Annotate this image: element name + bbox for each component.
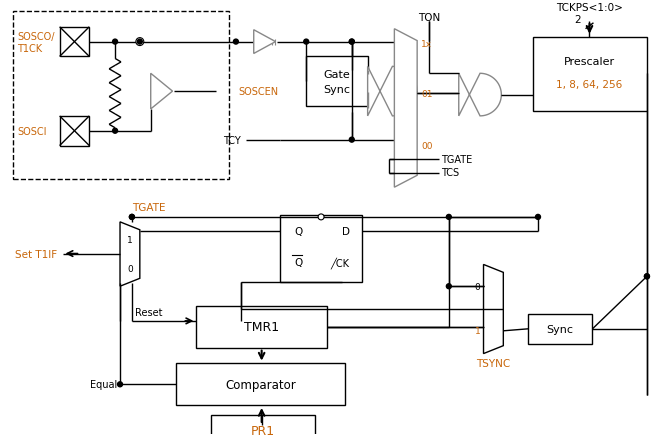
Circle shape bbox=[113, 129, 117, 134]
Circle shape bbox=[446, 215, 451, 220]
Bar bbox=[59, 28, 90, 57]
Text: TON: TON bbox=[418, 13, 440, 23]
Text: TCY: TCY bbox=[223, 135, 241, 145]
Text: Sync: Sync bbox=[546, 324, 573, 334]
Polygon shape bbox=[368, 67, 417, 117]
Circle shape bbox=[446, 284, 451, 289]
Text: 1, 8, 64, 256: 1, 8, 64, 256 bbox=[556, 80, 623, 90]
Text: Equal: Equal bbox=[90, 379, 117, 389]
Text: 1x: 1x bbox=[421, 40, 432, 49]
Circle shape bbox=[113, 40, 117, 45]
Text: Gate: Gate bbox=[324, 70, 351, 80]
Text: 1: 1 bbox=[127, 236, 133, 244]
Polygon shape bbox=[151, 74, 173, 110]
Text: TMR1: TMR1 bbox=[244, 321, 279, 334]
Circle shape bbox=[117, 382, 123, 387]
Text: 1: 1 bbox=[474, 327, 480, 336]
Text: SOSCEN: SOSCEN bbox=[238, 87, 278, 97]
Circle shape bbox=[536, 215, 540, 220]
Circle shape bbox=[136, 39, 144, 46]
Bar bbox=[306, 57, 368, 107]
Circle shape bbox=[137, 40, 142, 45]
Text: TCS: TCS bbox=[441, 168, 459, 178]
Circle shape bbox=[349, 40, 355, 45]
Circle shape bbox=[645, 274, 649, 279]
Text: 00: 00 bbox=[421, 142, 432, 151]
Circle shape bbox=[129, 215, 134, 220]
Text: Reset: Reset bbox=[135, 307, 162, 317]
Text: TGATE: TGATE bbox=[132, 202, 165, 212]
Circle shape bbox=[349, 138, 355, 143]
Bar bbox=[13, 12, 229, 180]
Polygon shape bbox=[254, 31, 275, 54]
Text: Q: Q bbox=[294, 258, 302, 268]
Text: Set T1IF: Set T1IF bbox=[16, 249, 57, 259]
Text: TCKPS<1:0>: TCKPS<1:0> bbox=[556, 3, 623, 13]
Text: SOSCI: SOSCI bbox=[17, 127, 47, 136]
Circle shape bbox=[645, 274, 649, 279]
Polygon shape bbox=[120, 223, 140, 286]
Text: TGATE: TGATE bbox=[441, 155, 473, 165]
Bar bbox=[281, 215, 362, 283]
Polygon shape bbox=[459, 74, 501, 117]
Circle shape bbox=[349, 40, 355, 45]
Bar bbox=[196, 306, 327, 348]
Bar bbox=[528, 314, 592, 344]
Circle shape bbox=[318, 215, 324, 220]
Text: 0: 0 bbox=[127, 264, 133, 273]
Bar bbox=[533, 38, 647, 112]
Text: Sync: Sync bbox=[324, 85, 351, 95]
Text: 01: 01 bbox=[421, 89, 432, 99]
Circle shape bbox=[304, 40, 308, 45]
Text: SOSCO/: SOSCO/ bbox=[17, 32, 55, 42]
Bar bbox=[177, 364, 345, 405]
Text: TSYNC: TSYNC bbox=[476, 359, 511, 369]
Text: 2: 2 bbox=[574, 15, 581, 25]
Text: Comparator: Comparator bbox=[225, 378, 296, 391]
Text: PR1: PR1 bbox=[250, 424, 275, 437]
Circle shape bbox=[129, 215, 134, 220]
Polygon shape bbox=[484, 265, 503, 354]
Text: 0: 0 bbox=[474, 282, 480, 291]
Circle shape bbox=[233, 40, 239, 45]
Bar bbox=[211, 415, 315, 438]
Text: Q: Q bbox=[294, 226, 302, 236]
Text: D: D bbox=[342, 226, 350, 236]
Text: Prescaler: Prescaler bbox=[564, 57, 615, 67]
Text: ╱CK: ╱CK bbox=[330, 257, 349, 268]
Polygon shape bbox=[394, 30, 417, 188]
Bar bbox=[59, 117, 90, 146]
Text: T1CK: T1CK bbox=[17, 43, 42, 53]
